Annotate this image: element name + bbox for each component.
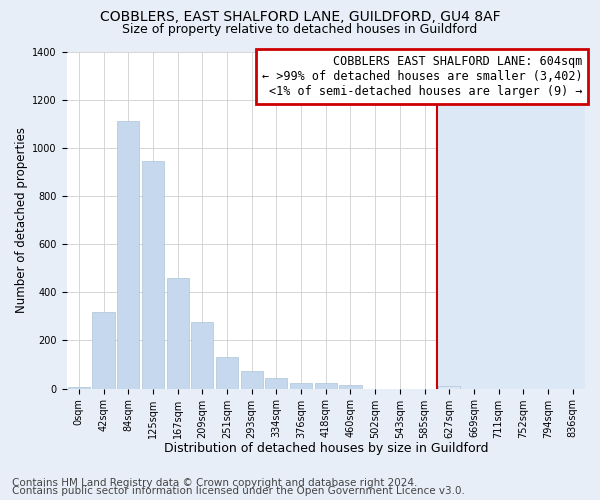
Bar xyxy=(438,386,460,388)
Bar xyxy=(92,312,115,388)
Bar xyxy=(117,122,139,388)
Bar xyxy=(340,385,362,388)
Bar xyxy=(167,278,189,388)
Text: COBBLERS EAST SHALFORD LANE: 604sqm
← >99% of detached houses are smaller (3,402: COBBLERS EAST SHALFORD LANE: 604sqm ← >9… xyxy=(262,55,583,98)
X-axis label: Distribution of detached houses by size in Guildford: Distribution of detached houses by size … xyxy=(164,442,488,455)
Text: Contains public sector information licensed under the Open Government Licence v3: Contains public sector information licen… xyxy=(12,486,465,496)
Bar xyxy=(265,378,287,388)
Bar xyxy=(191,322,214,388)
Bar xyxy=(216,358,238,388)
Text: Contains HM Land Registry data © Crown copyright and database right 2024.: Contains HM Land Registry data © Crown c… xyxy=(12,478,418,488)
Y-axis label: Number of detached properties: Number of detached properties xyxy=(15,127,28,313)
Text: COBBLERS, EAST SHALFORD LANE, GUILDFORD, GU4 8AF: COBBLERS, EAST SHALFORD LANE, GUILDFORD,… xyxy=(100,10,500,24)
Bar xyxy=(241,370,263,388)
Bar xyxy=(142,161,164,388)
Text: Size of property relative to detached houses in Guildford: Size of property relative to detached ho… xyxy=(122,22,478,36)
Bar xyxy=(314,382,337,388)
Bar xyxy=(290,382,312,388)
Bar xyxy=(437,52,585,388)
